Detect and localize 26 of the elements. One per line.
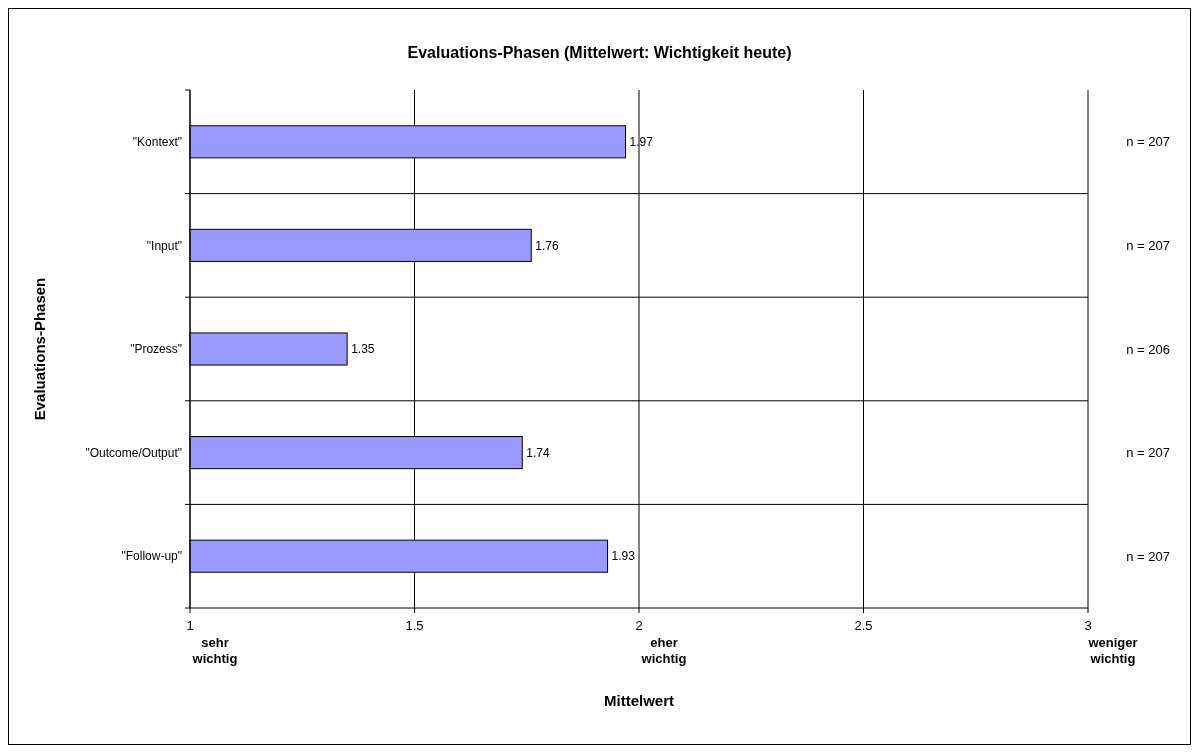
x-tick-label: 3	[1084, 618, 1092, 633]
data-label: 1.76	[535, 238, 559, 253]
x-tick-label: 2	[635, 618, 643, 633]
data-label: 1.93	[611, 549, 636, 564]
x-axis-title: Mittelwert	[603, 692, 675, 709]
y-axis-title: Evaluations-Phasen	[31, 277, 48, 421]
text: eher wichtig	[640, 635, 687, 666]
text: n = 207	[1126, 548, 1170, 564]
text: sehr wichtig	[191, 635, 238, 666]
y-tick-label: "Prozess"	[130, 342, 182, 357]
y-tick-label: "Kontext"	[132, 135, 182, 149]
y-tick-label: "Outcome/Output"	[85, 445, 182, 460]
data-label: 1.74	[526, 445, 550, 460]
text: n = 206	[1126, 341, 1170, 357]
y-tick-label: "Follow-up"	[121, 549, 182, 564]
data-label: 1.35	[351, 342, 375, 357]
text: weniger wichtig	[1087, 635, 1138, 666]
text: n = 207	[1126, 237, 1170, 253]
x-tick-label: 1.5	[405, 618, 424, 633]
x-tick-label: 1	[186, 618, 194, 633]
text: n = 207	[1126, 445, 1170, 461]
y-tick-label: "Input"	[146, 238, 182, 253]
x-tick-label: 2.5	[854, 618, 873, 633]
chart-title: Evaluations-Phasen (Mittelwert: Wichtigkeit heute)	[407, 44, 792, 61]
text: n = 207	[1126, 134, 1170, 150]
data-label: 1.97	[629, 135, 654, 149]
